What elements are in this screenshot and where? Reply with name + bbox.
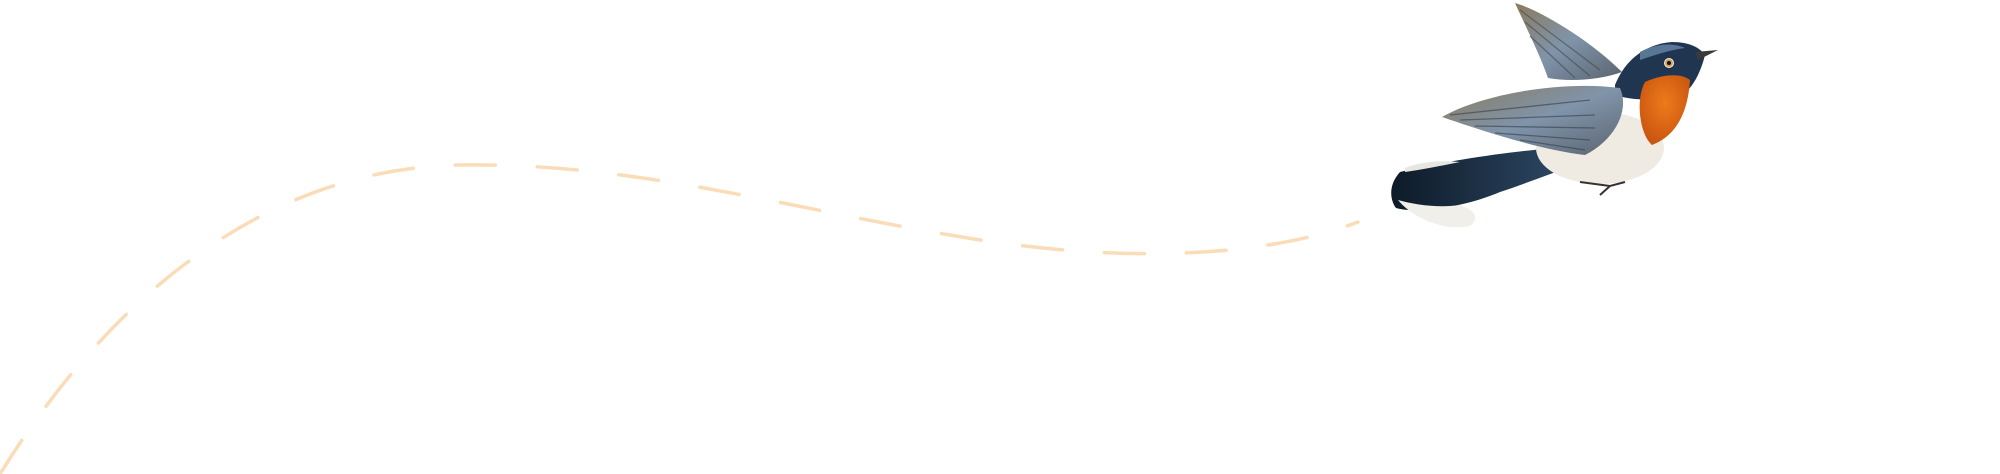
bird-tail-tips [1398,200,1476,228]
dashed-flight-path [0,163,1360,474]
bird-upper-wing [1515,3,1622,80]
bird-throat [1639,75,1690,145]
bird-illustration [1391,3,1718,228]
bird-feet [1579,181,1626,196]
bird-beak [1695,50,1718,60]
bird-tail [1391,148,1575,211]
bird-lower-wing [1442,85,1624,155]
